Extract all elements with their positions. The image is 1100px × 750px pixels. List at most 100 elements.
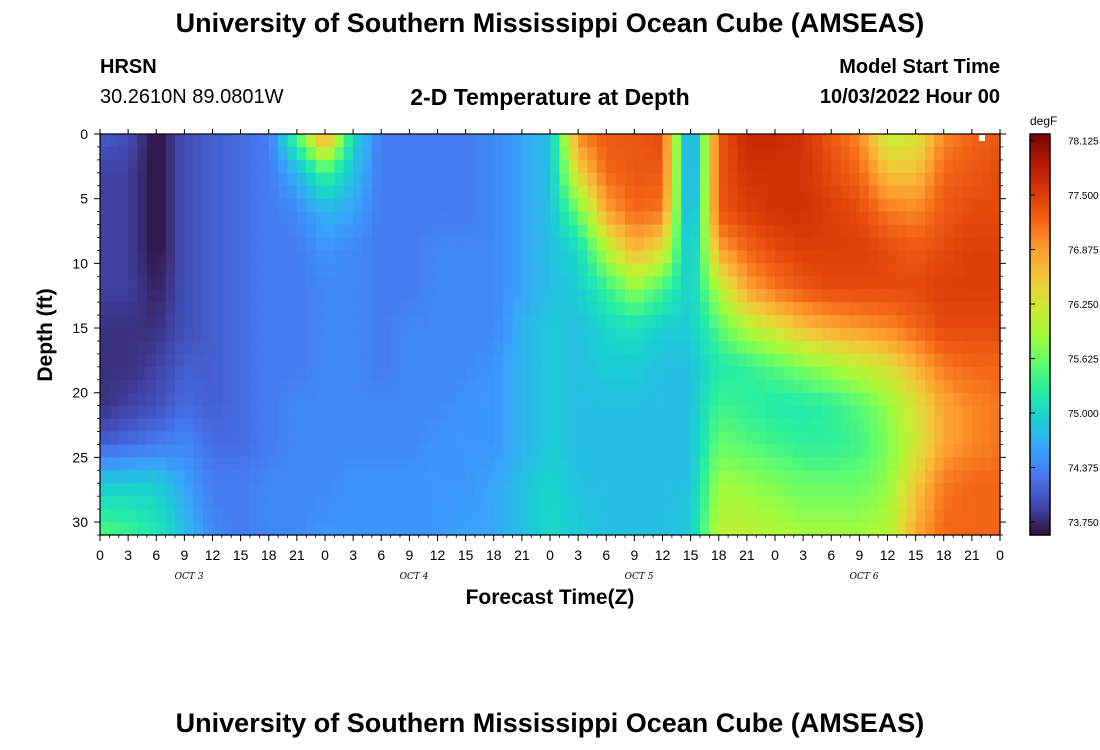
- heatmap-cell: [690, 134, 701, 148]
- heatmap-cell: [390, 172, 401, 187]
- heatmap-cell: [334, 444, 345, 458]
- heatmap-cell: [259, 392, 270, 407]
- heatmap-cell: [653, 185, 664, 200]
- heatmap-cell: [456, 483, 467, 497]
- heatmap-cell: [446, 185, 457, 200]
- heatmap-cell: [812, 276, 823, 290]
- heatmap-cell: [390, 340, 401, 355]
- heatmap-cell: [559, 392, 570, 407]
- heatmap-cell: [409, 276, 420, 290]
- heatmap-cell: [175, 328, 185, 342]
- heatmap-cell: [175, 522, 185, 536]
- heatmap-cell: [137, 276, 148, 290]
- heatmap-cell: [306, 405, 317, 420]
- heatmap-cell: [146, 276, 157, 290]
- heatmap-cell: [765, 340, 776, 355]
- heatmap-cell: [812, 522, 823, 536]
- heatmap-cell: [315, 224, 326, 239]
- heatmap-cell: [137, 146, 148, 161]
- heatmap-cell: [671, 353, 682, 368]
- heatmap-cell: [287, 315, 298, 329]
- heatmap-cell: [550, 470, 560, 484]
- heatmap-cell: [418, 250, 429, 264]
- heatmap-cell: [671, 134, 682, 148]
- heatmap-cell: [596, 172, 607, 187]
- heatmap-cell: [287, 198, 298, 213]
- heatmap-cell: [428, 198, 439, 213]
- heatmap-cell: [503, 353, 514, 368]
- heatmap-cell: [540, 198, 551, 213]
- heatmap-cell: [784, 146, 795, 161]
- heatmap-cell: [437, 418, 448, 433]
- heatmap-cell: [353, 263, 364, 277]
- model-start-value: 10/03/2022 Hour 00: [819, 86, 1000, 108]
- heatmap-cell: [653, 496, 664, 510]
- heatmap-cell: [925, 483, 935, 497]
- heatmap-cell: [784, 418, 795, 433]
- heatmap-cell: [643, 198, 654, 213]
- heatmap-cell: [634, 250, 645, 264]
- heatmap-cell: [775, 392, 785, 407]
- heatmap-cell: [868, 250, 879, 264]
- heatmap-cell: [231, 431, 242, 446]
- heatmap-cell: [737, 470, 748, 484]
- heatmap-cell: [803, 302, 814, 316]
- heatmap-cell: [371, 211, 382, 226]
- heatmap-cell: [700, 263, 710, 277]
- heatmap-cell: [550, 134, 560, 148]
- heatmap-cell: [737, 159, 748, 174]
- heatmap-cell: [203, 198, 214, 213]
- heatmap-cell: [859, 328, 870, 342]
- heatmap-cell: [456, 315, 467, 329]
- heatmap-cell: [268, 392, 279, 407]
- heatmap-cell: [296, 250, 307, 264]
- heatmap-cell: [278, 211, 289, 226]
- heatmap-cell: [493, 198, 504, 213]
- heatmap-cell: [718, 134, 729, 148]
- heatmap-cell: [146, 444, 157, 458]
- heatmap-cell: [287, 392, 298, 407]
- heatmap-cell: [446, 315, 457, 329]
- heatmap-cell: [775, 522, 785, 536]
- heatmap-cell: [887, 185, 898, 200]
- heatmap-cell: [353, 185, 364, 200]
- heatmap-cell: [953, 379, 964, 394]
- heatmap-cell: [353, 134, 364, 148]
- heatmap-cell: [690, 159, 701, 174]
- heatmap-cell: [878, 146, 889, 161]
- heatmap-cell: [756, 250, 767, 264]
- heatmap-cell: [643, 483, 654, 497]
- heatmap-cell: [418, 146, 429, 161]
- heatmap-cell: [671, 418, 682, 433]
- heatmap-cell: [390, 431, 401, 446]
- heatmap-cell: [953, 263, 964, 277]
- heatmap-cell: [615, 302, 626, 316]
- heatmap-cell: [231, 198, 242, 213]
- heatmap-cell: [925, 431, 935, 446]
- heatmap-cell: [559, 237, 570, 252]
- heatmap-cell: [512, 198, 523, 213]
- heatmap-cell: [437, 392, 448, 407]
- heatmap-cell: [325, 496, 335, 510]
- heatmap-cell: [278, 263, 289, 277]
- heatmap-cell: [587, 172, 598, 187]
- heatmap-cell: [850, 509, 860, 523]
- heatmap-cell: [709, 172, 720, 187]
- x-tick-label: 21: [289, 547, 305, 563]
- heatmap-cell: [371, 224, 382, 239]
- x-tick-label: 21: [739, 547, 755, 563]
- heatmap-cell: [325, 276, 335, 290]
- heatmap-cell: [193, 522, 204, 536]
- heatmap-cell: [850, 276, 860, 290]
- heatmap-cell: [625, 457, 635, 471]
- heatmap-cell: [850, 470, 860, 484]
- heatmap-cell: [962, 431, 973, 446]
- heatmap-cell: [531, 146, 542, 161]
- heatmap-cell: [550, 146, 560, 161]
- heatmap-cell: [653, 315, 664, 329]
- heatmap-cell: [728, 276, 739, 290]
- heatmap-cell: [400, 302, 410, 316]
- heatmap-cell: [325, 418, 335, 433]
- heatmap-cell: [953, 418, 964, 433]
